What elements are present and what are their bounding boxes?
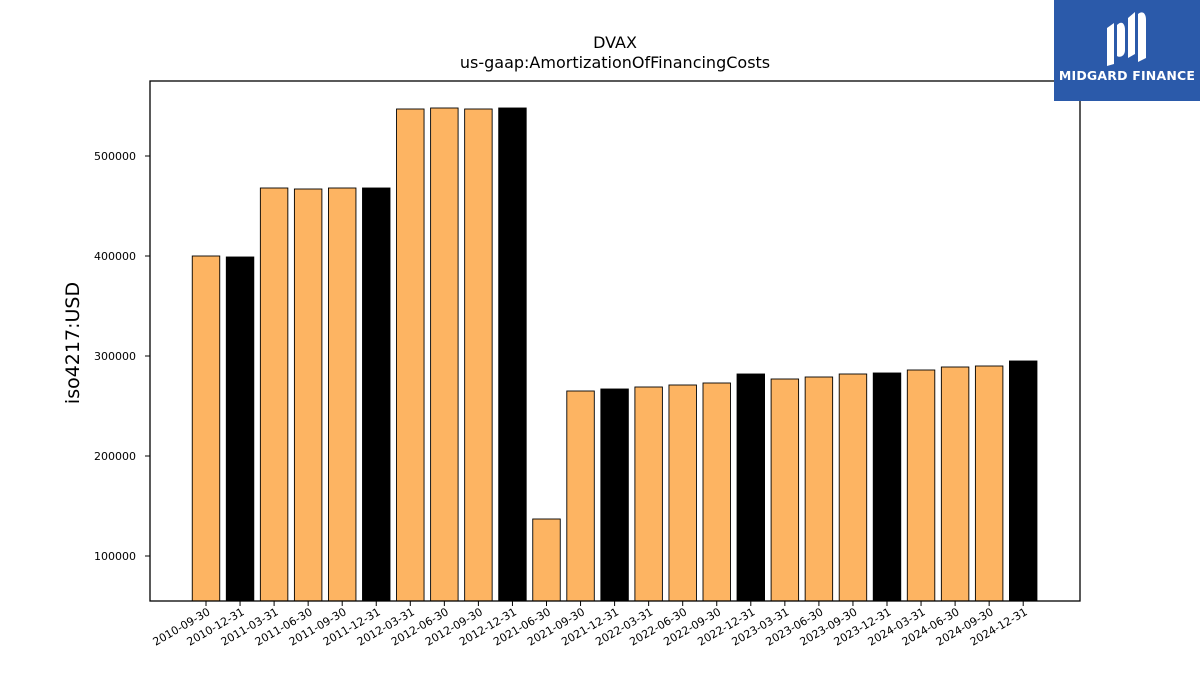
bar-2012-09-30: [464, 108, 493, 602]
y-tick-label: 400000: [94, 250, 136, 263]
bar-2023-03-31: [770, 378, 800, 602]
chart-title: DVAX: [593, 33, 637, 52]
bar-2021-09-30: [566, 390, 595, 602]
bar-2023-06-30: [804, 376, 834, 602]
bar-2010-12-31: [225, 256, 255, 602]
midgard-logo-icon: [1107, 12, 1146, 66]
y-tick-label: 200000: [94, 450, 136, 463]
chart-subtitle: us-gaap:AmortizationOfFinancingCosts: [460, 53, 770, 72]
bar-2011-03-31: [259, 187, 289, 602]
plot-frame: [149, 80, 1081, 602]
bar-2024-12-31: [1009, 360, 1038, 602]
bar-2011-09-30: [328, 187, 357, 602]
x-axis-ticks: 2010-09-302010-12-312011-03-312011-06-30…: [151, 601, 1030, 649]
bar-2011-06-30: [293, 188, 323, 602]
brand-logo: MIDGARD FINANCE: [1054, 0, 1200, 101]
bar-2021-12-31: [600, 388, 629, 602]
y-tick-label: 100000: [94, 550, 136, 563]
bars: [191, 107, 1038, 602]
bar-2023-12-31: [872, 372, 902, 602]
bar-2024-09-30: [974, 365, 1004, 602]
bar-2024-06-30: [940, 366, 970, 602]
y-tick-label: 500000: [94, 150, 136, 163]
bar-2023-09-30: [838, 373, 868, 602]
bar-2022-03-31: [634, 386, 663, 602]
bar-2022-06-30: [668, 384, 697, 602]
bar-2011-12-31: [362, 187, 391, 602]
bar-2010-09-30: [191, 255, 221, 602]
y-axis-label: iso4217:USD: [62, 282, 84, 404]
logo-text: MIDGARD FINANCE: [1058, 68, 1196, 83]
y-tick-label: 300000: [94, 350, 136, 363]
bar-2012-12-31: [498, 107, 527, 602]
bar-2012-06-30: [430, 107, 459, 602]
bar-2022-12-31: [736, 373, 765, 602]
bar-2024-03-31: [906, 369, 936, 602]
bar-2021-06-30: [532, 518, 561, 602]
bar-2022-09-30: [702, 382, 731, 602]
y-axis-ticks: 100000 200000 300000 400000 500000: [94, 150, 150, 563]
bar-2012-03-31: [396, 108, 425, 602]
